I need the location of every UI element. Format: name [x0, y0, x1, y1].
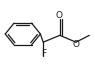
Text: O: O [72, 40, 80, 49]
Text: F: F [41, 49, 46, 58]
Text: O: O [55, 11, 62, 20]
